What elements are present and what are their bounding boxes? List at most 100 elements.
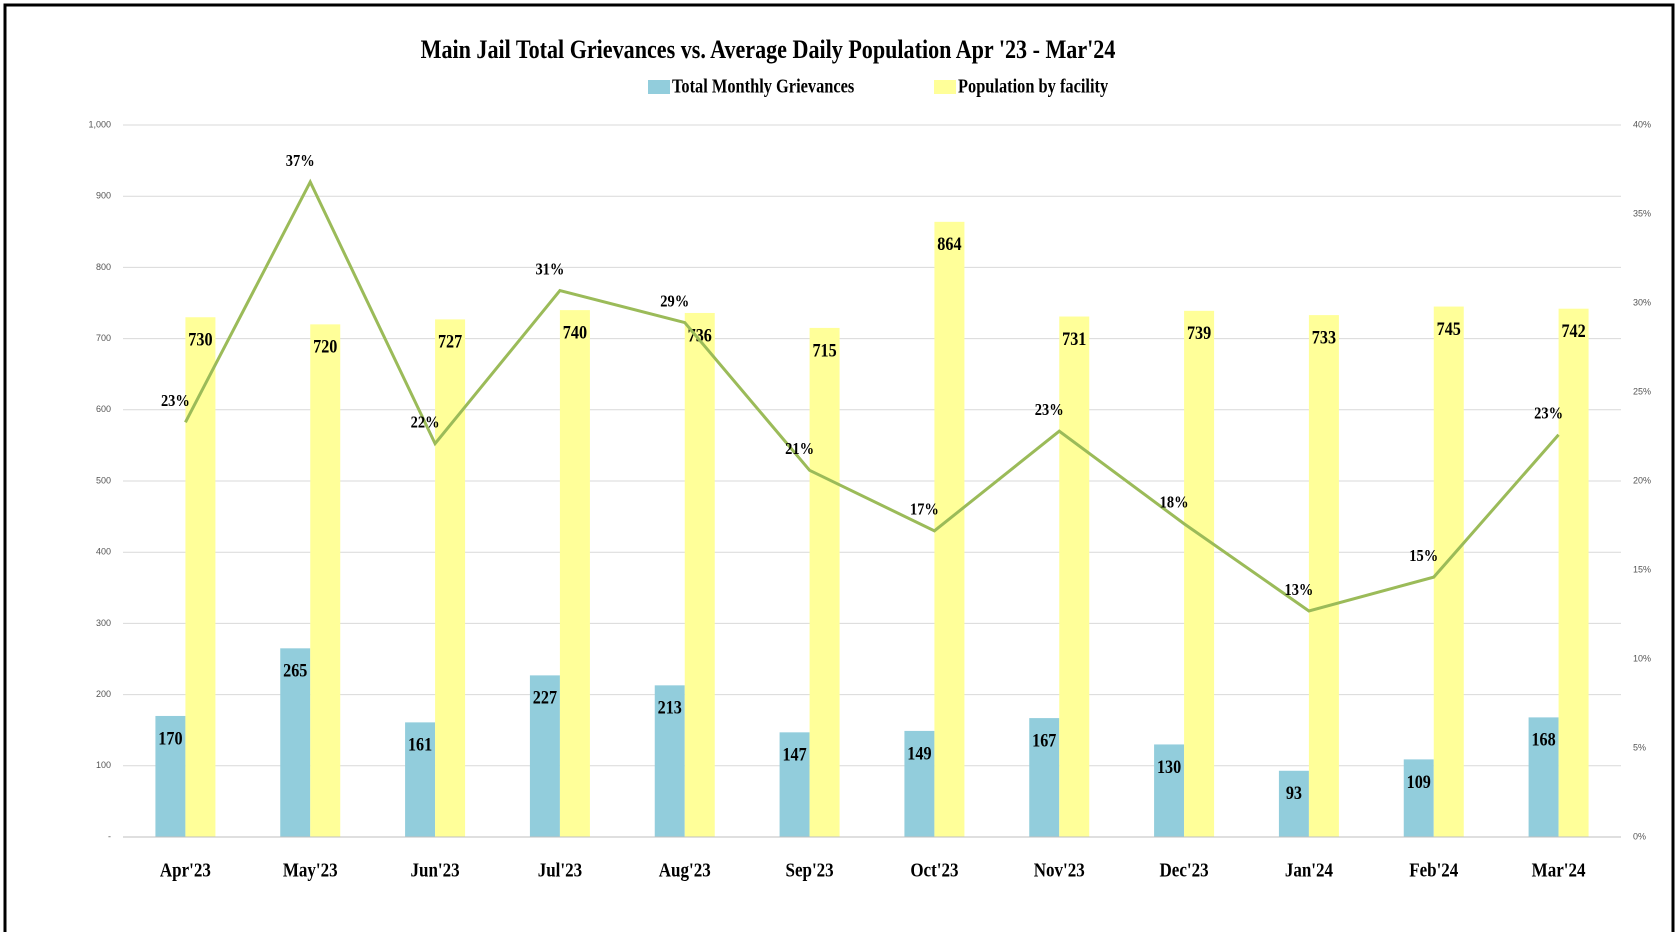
y2-tick-label: 20% (1633, 475, 1651, 485)
y-tick-label: 100 (96, 760, 111, 770)
line (184, 178, 1560, 613)
data-label: 93 (1286, 782, 1302, 804)
x-tick-label: Oct'23 (910, 859, 958, 882)
frame (3, 3, 1675, 932)
y2-tick-label: 15% (1633, 564, 1651, 574)
x-tick-label: Feb'24 (1409, 859, 1458, 882)
line-label: 31% (535, 260, 564, 278)
legend-swatch (648, 80, 670, 94)
line-label: 22% (411, 414, 440, 432)
line-label: 23% (161, 392, 190, 410)
y-tick-label: 800 (96, 262, 111, 272)
data-label: 720 (313, 335, 337, 357)
y-tick-label: 600 (96, 404, 111, 414)
bar (185, 317, 216, 837)
bar (1154, 744, 1185, 837)
y-tick-label: 200 (96, 689, 111, 699)
x-tick-label: May'23 (283, 859, 338, 882)
bar (1403, 759, 1434, 837)
line-label: 23% (1534, 405, 1563, 423)
bar (310, 324, 341, 837)
data-label: 149 (907, 742, 931, 764)
data-label: 213 (658, 696, 682, 718)
line-label: 13% (1284, 581, 1313, 599)
data-label: 864 (937, 233, 961, 255)
data-label: 109 (1407, 771, 1431, 793)
legend-label: Population by facility (958, 75, 1108, 97)
bar (809, 327, 840, 837)
y2-tick-label: 0% (1633, 831, 1646, 841)
bar (1308, 315, 1339, 837)
data-label: 740 (563, 321, 587, 343)
x-tick-label: Jun'23 (411, 859, 460, 882)
y2-tick-label: 30% (1633, 297, 1651, 307)
y2-tick-label: 5% (1633, 742, 1646, 752)
line-label: 23% (1035, 401, 1064, 419)
line-label: 29% (660, 292, 689, 310)
line-label: 18% (1160, 494, 1189, 512)
data-label: 731 (1062, 328, 1086, 350)
y2-tick-label: 10% (1633, 653, 1651, 663)
data-label: 739 (1187, 322, 1211, 344)
bar (155, 715, 186, 837)
y-tick-label: 300 (96, 618, 111, 628)
y2-tick-label: 25% (1633, 386, 1651, 396)
line-label: 15% (1409, 547, 1438, 565)
data-label: 715 (812, 339, 836, 361)
bar (559, 310, 590, 837)
bar (1059, 316, 1090, 837)
bar (405, 722, 436, 837)
y-tick-label: 500 (96, 475, 111, 485)
y2-tick-label: 40% (1633, 119, 1651, 129)
line-label: 21% (785, 440, 814, 458)
data-label: 727 (438, 330, 462, 352)
bar (1528, 717, 1559, 837)
y2-tick-label: 35% (1633, 208, 1651, 218)
data-label: 733 (1312, 326, 1336, 348)
data-label: 130 (1157, 756, 1181, 778)
data-label: 736 (688, 324, 712, 346)
x-tick-label: Mar'24 (1532, 859, 1586, 882)
data-label: 161 (408, 733, 432, 755)
bar (654, 685, 685, 837)
x-tick-label: Aug'23 (659, 859, 711, 882)
bar (529, 675, 560, 837)
y-tick-label: 400 (96, 547, 111, 557)
x-tick-label: Jul'23 (538, 859, 582, 882)
line-label: 37% (286, 152, 315, 170)
x-tick-label: Sep'23 (786, 859, 834, 882)
bar (1184, 310, 1215, 837)
data-label: 745 (1437, 318, 1461, 340)
data-label: 168 (1531, 729, 1555, 751)
x-tick-label: Nov'23 (1034, 859, 1085, 882)
y-tick-label: 700 (96, 333, 111, 343)
bar (904, 730, 935, 837)
bar (779, 732, 810, 837)
chart-title: Main Jail Total Grievances vs. Average D… (421, 36, 1116, 64)
y-tick-label: 900 (96, 191, 111, 201)
bar (280, 648, 311, 837)
bar (1558, 308, 1589, 837)
legend: Total Monthly Grievances Population by fa… (648, 75, 1108, 97)
legend-swatch (934, 80, 956, 94)
bar (1029, 718, 1060, 837)
data-label: 730 (188, 328, 212, 350)
bar (1278, 770, 1309, 837)
data-label: 147 (782, 743, 806, 765)
x-tick-label: Jan'24 (1285, 859, 1333, 882)
x-tick-label: Dec'23 (1160, 859, 1209, 882)
data-label: 227 (533, 686, 557, 708)
data-label: 742 (1561, 320, 1585, 342)
data-label: 170 (158, 727, 182, 749)
data-label: 265 (283, 659, 307, 681)
data-label: 167 (1032, 729, 1056, 751)
legend-label: Total Monthly Grievances (672, 75, 854, 97)
bar (684, 312, 715, 837)
y-tick-label: 1,000 (88, 119, 111, 129)
bar (934, 221, 965, 837)
bar (435, 319, 466, 838)
line-label: 17% (910, 501, 939, 519)
y-tick-label: - (108, 831, 111, 841)
x-tick-label: Apr'23 (160, 859, 211, 882)
